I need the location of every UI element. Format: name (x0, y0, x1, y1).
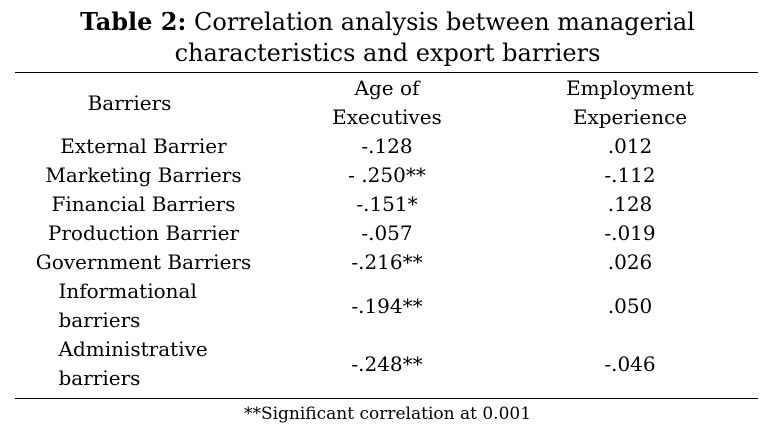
barrier-name: Government Barriers (35, 250, 252, 274)
table-caption: Table 2: Correlation analysis between ma… (0, 6, 775, 69)
barrier-name: Production Barrier (47, 221, 240, 245)
barrier-name: Informational barriers (58, 279, 197, 332)
employment-correlation: .012 (607, 134, 653, 158)
top-rule (15, 72, 758, 73)
barrier-name: Administrative barriers (58, 337, 208, 390)
table-row: Production Barrier -.057 -.019 (15, 219, 758, 248)
caption-line-1: Table 2: Correlation analysis between ma… (0, 6, 775, 38)
employment-correlation: -.019 (604, 221, 656, 245)
employment-correlation: .050 (607, 293, 653, 318)
correlation-table: Barriers Age of Executives Employment Ex… (15, 74, 758, 393)
table-header-row: Barriers Age of Executives Employment Ex… (15, 74, 758, 132)
age-correlation: -.057 (361, 221, 413, 245)
age-correlation: -.194** (351, 293, 423, 318)
table-footnote: **Significant correlation at 0.001 (243, 404, 532, 424)
employment-correlation: -.112 (604, 163, 656, 187)
barrier-name: External Barrier (60, 134, 227, 158)
age-correlation: -.216** (351, 250, 423, 274)
header-employment-experience: Employment Experience (566, 76, 694, 129)
caption-title-part-2: characteristics and export barriers (174, 39, 601, 67)
age-correlation: -.151* (356, 192, 418, 216)
age-correlation: -.128 (361, 134, 413, 158)
employment-correlation: -.046 (604, 351, 656, 376)
table-row: External Barrier -.128 .012 (15, 132, 758, 161)
table-row: Marketing Barriers - .250** -.112 (15, 161, 758, 190)
header-age-of-executives: Age of Executives (332, 76, 442, 129)
age-correlation: - .250** (348, 163, 426, 187)
barrier-name: Marketing Barriers (45, 163, 242, 187)
bottom-rule (15, 398, 758, 399)
caption-title-part-1: Correlation analysis between managerial (194, 8, 695, 36)
age-correlation: -.248** (351, 351, 423, 376)
table-row: Financial Barriers -.151* .128 (15, 190, 758, 219)
table-row: Administrative barriers -.248** -.046 (15, 335, 758, 393)
table-row: Government Barriers -.216** .026 (15, 248, 758, 277)
employment-correlation: .026 (607, 250, 653, 274)
barrier-name: Financial Barriers (51, 192, 236, 216)
header-barriers: Barriers (87, 90, 172, 115)
employment-correlation: .128 (607, 192, 653, 216)
table-row: Informational barriers -.194** .050 (15, 277, 758, 335)
caption-label: Table 2: (80, 7, 187, 36)
